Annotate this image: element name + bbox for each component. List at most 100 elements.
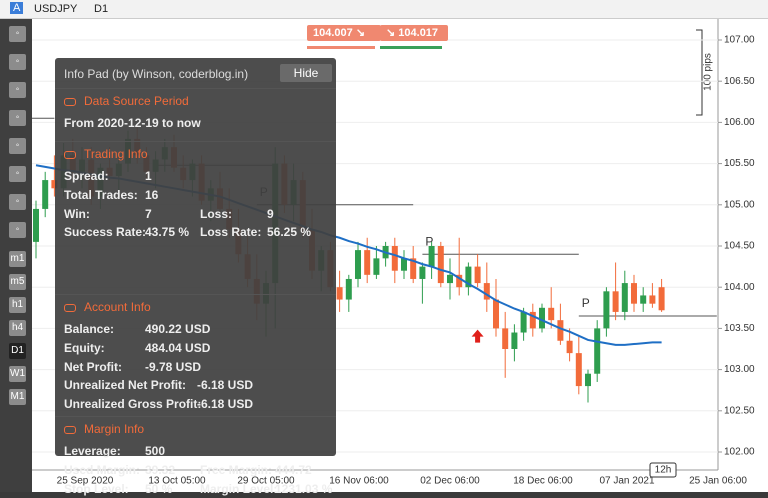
info-row: Spread: 1 [55, 167, 336, 186]
info-value: -9.78 USD [145, 359, 202, 374]
candle-body [493, 299, 499, 329]
timeframe-button[interactable]: h4 [9, 320, 26, 336]
timeframe[interactable]: D1 [94, 3, 109, 15]
info-row: Total Trades: 16 [55, 186, 336, 205]
info-value: 7 [145, 206, 152, 221]
timeframe-button[interactable]: m5 [9, 274, 26, 290]
info-section: Account Info Balance: 490.22 USD Equity: 484… [55, 294, 336, 414]
info-section: Trading Info Spread: 1 Total Trades: 16 Win: 7… [55, 141, 336, 242]
timeframe-button[interactable]: D1 [9, 343, 26, 359]
candle-body [401, 258, 407, 271]
candle-body [456, 274, 463, 288]
candle-body [603, 291, 610, 329]
info-label: Loss: [200, 206, 233, 221]
buy-price: 104.017 [398, 27, 439, 39]
timeframe-button[interactable]: m1 [9, 251, 26, 267]
level-label: P [582, 296, 590, 310]
candle-body [373, 258, 380, 275]
top-bar: A USDJPY D1 [0, 0, 768, 19]
info-value: 9 [267, 206, 274, 221]
account-badge[interactable]: A [10, 2, 24, 14]
tool-button[interactable]: ◦ [9, 82, 26, 98]
tool-button[interactable]: ◦ [9, 110, 26, 126]
info-row: Leverage: 500 [55, 442, 336, 461]
x-tick-label: 07 Jan 2021 [599, 476, 654, 487]
x-tick-label: 18 Dec 06:00 [513, 476, 573, 487]
info-row: Used Margin: 39.32 Free Margin: 444.72 [55, 461, 336, 480]
pips-ruler [696, 29, 703, 116]
info-label: Success Rate: [64, 225, 147, 240]
symbol[interactable]: USDJPY [34, 3, 78, 15]
y-tick-label: 105.50 [724, 158, 755, 169]
candle-body [419, 266, 426, 279]
candle-body [621, 283, 628, 312]
section-title: Account Info [55, 295, 336, 320]
section-title: Data Source Period [55, 89, 336, 114]
candle-body [465, 266, 472, 288]
candle-body [529, 311, 536, 329]
period-badge [649, 462, 677, 478]
period-badge-label: 12h [655, 465, 672, 476]
candle-body [33, 208, 39, 242]
info-label: Used Margin: [64, 462, 141, 477]
hide-button[interactable]: Hide [280, 64, 332, 82]
candle-body [631, 283, 637, 304]
timeframe-button[interactable]: W1 [9, 366, 26, 382]
tool-button[interactable]: ◦ [9, 54, 26, 70]
x-tick-label: 25 Sep 2020 [57, 476, 114, 487]
info-label: Win: [64, 206, 90, 221]
timeframe-button[interactable]: M1 [9, 389, 26, 405]
candle-body [483, 283, 490, 300]
candle-body [355, 250, 361, 279]
info-value: 39.32 [145, 462, 176, 477]
candle-body [42, 180, 49, 209]
tool-button[interactable]: ◦ [9, 138, 26, 154]
info-label: Loss Rate: [200, 225, 262, 240]
candle-body [520, 311, 527, 333]
candle-body [511, 332, 518, 349]
candle-body [649, 295, 656, 304]
tool-button[interactable]: ◦ [9, 26, 26, 42]
sell-bar [307, 46, 375, 49]
info-label: Margin Level: [200, 481, 278, 496]
candle-body [612, 291, 619, 312]
info-row: From 2020-12-19 to now [55, 114, 336, 133]
tool-button[interactable]: ◦ [9, 222, 26, 238]
y-tick-label: 105.00 [724, 199, 755, 210]
tool-button[interactable]: ◦ [9, 166, 26, 182]
info-label: From 2020-12-19 to now [64, 116, 201, 130]
y-tick-label: 103.00 [724, 364, 755, 375]
buy-button[interactable]: ↘ 104.017 [380, 25, 448, 41]
info-value: 500 [145, 444, 166, 458]
info-pad-title: Info Pad (by Winson, coderblog.in) [64, 67, 249, 81]
y-tick-label: 107.00 [724, 35, 755, 46]
x-tick-label: 25 Jan 06:00 [689, 476, 747, 487]
candle-body [585, 373, 591, 387]
info-row: Unrealized Gross Profit: -6.18 USD [55, 395, 336, 414]
y-tick-label: 104.50 [724, 241, 755, 252]
candle-body [566, 340, 573, 354]
info-row: Stop Level: 50 % Margin Level: 1231.03 % [55, 480, 336, 498]
candle-body [345, 278, 352, 300]
candle-body [474, 266, 481, 284]
info-value: 444.72 [275, 462, 312, 477]
info-label: Spread: [64, 169, 109, 183]
info-value: -6.18 USD [197, 378, 254, 393]
info-label: Equity: [64, 340, 105, 355]
sell-button[interactable]: 104.007 ↘ [307, 25, 381, 41]
y-tick-label: 106.50 [724, 76, 755, 87]
candle-body [51, 180, 58, 189]
info-section: Data Source Period From 2020-12-19 to now [55, 88, 336, 133]
info-value: -6.18 USD [197, 397, 254, 412]
timeframe-button[interactable]: h1 [9, 297, 26, 313]
tool-button[interactable]: ◦ [9, 194, 26, 210]
y-tick-label: 103.50 [724, 323, 755, 334]
x-tick-label: 29 Oct 05:00 [237, 476, 295, 487]
info-label: Unrealized Gross Profit: [64, 397, 202, 412]
candle-body [336, 287, 343, 300]
y-tick-label: 102.50 [724, 405, 755, 416]
pips-label: 100 pips [703, 53, 714, 91]
info-row: Success Rate: 43.75 % Loss Rate: 56.25 % [55, 223, 336, 242]
candle-body [447, 274, 453, 284]
